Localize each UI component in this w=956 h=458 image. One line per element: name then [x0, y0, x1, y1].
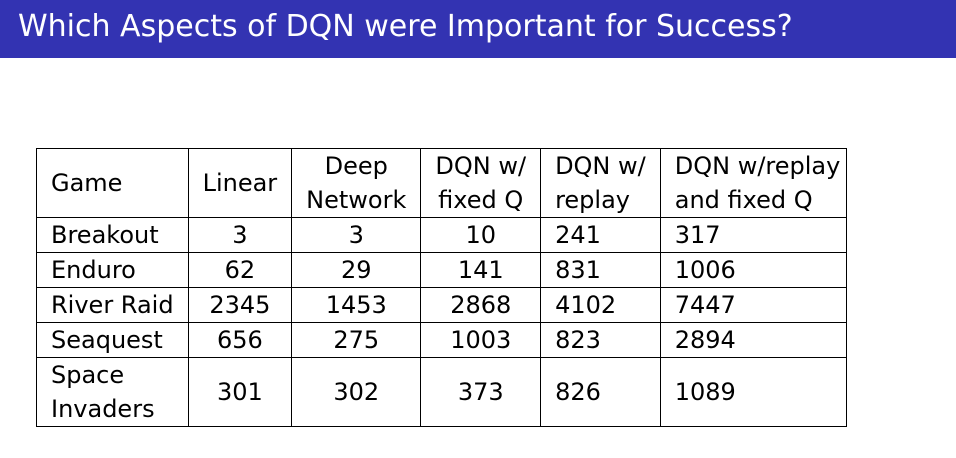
table-row: River Raid 2345 1453 2868 4102 7447	[36, 287, 848, 323]
score-cell: 1006	[659, 252, 848, 288]
cell-text: Network	[306, 186, 407, 214]
table-row: Breakout 3 3 10 241 317	[36, 217, 848, 253]
results-table: Game Linear Deep Network DQN w/fixed Q DQN w/…	[36, 148, 848, 427]
column-header: Linear	[187, 148, 293, 218]
score-cell: 7447	[659, 287, 848, 323]
cell-text: Breakout	[51, 221, 159, 249]
score-cell: 317	[659, 217, 848, 253]
game-name-cell: Seaquest	[36, 322, 189, 358]
score-cell: 141	[420, 252, 542, 288]
score-cell: 656	[187, 322, 293, 358]
cell-text: replay	[555, 186, 630, 214]
cell-text: DQN w/replay	[674, 152, 841, 180]
score-cell: 62	[187, 252, 293, 288]
column-header: Deep Network	[291, 148, 422, 218]
table-row: Space Invaders 301 302 373 826 1089	[36, 357, 848, 427]
table-row: Seaquest 656 275 1003 823 2894	[36, 322, 848, 358]
score-cell: 301	[187, 357, 293, 427]
slide-title-bar: Which Aspects of DQN were Important for …	[0, 0, 956, 58]
score-cell: 2868	[420, 287, 542, 323]
cell-text: Linear	[202, 169, 278, 197]
cell-text: DQN w/	[555, 152, 646, 180]
score-cell: 3	[187, 217, 293, 253]
column-header: Game	[36, 148, 189, 218]
score-cell: 373	[420, 357, 542, 427]
score-cell: 2894	[659, 322, 848, 358]
table-header-row: Game Linear Deep Network DQN w/fixed Q DQN w/…	[36, 148, 848, 218]
score-cell: 10	[420, 217, 542, 253]
cell-text: fixed Q	[438, 186, 524, 214]
score-cell: 302	[291, 357, 422, 427]
score-cell: 823	[540, 322, 661, 358]
score-cell: 1453	[291, 287, 422, 323]
cell-text: and fixed Q	[674, 186, 813, 214]
column-header: DQN w/replay and fixed Q	[659, 148, 848, 218]
cell-text: River Raid	[51, 291, 174, 319]
cell-text: Invaders	[51, 395, 155, 423]
cell-text: Enduro	[51, 256, 136, 284]
column-header: DQN w/replay	[540, 148, 661, 218]
table-row: Enduro 62 29 141 831 1006	[36, 252, 848, 288]
column-header: DQN w/fixed Q	[420, 148, 542, 218]
game-name-cell: River Raid	[36, 287, 189, 323]
score-cell: 29	[291, 252, 422, 288]
cell-text: Deep	[324, 152, 388, 180]
score-cell: 3	[291, 217, 422, 253]
score-cell: 2345	[187, 287, 293, 323]
score-cell: 1003	[420, 322, 542, 358]
score-cell: 826	[540, 357, 661, 427]
score-cell: 4102	[540, 287, 661, 323]
score-cell: 275	[291, 322, 422, 358]
cell-text: Space	[51, 361, 125, 389]
cell-text: Game	[51, 169, 123, 197]
slide-title: Which Aspects of DQN were Important for …	[18, 9, 793, 44]
score-cell: 831	[540, 252, 661, 288]
game-name-cell: Enduro	[36, 252, 189, 288]
cell-text: Seaquest	[51, 326, 163, 354]
score-cell: 241	[540, 217, 661, 253]
score-cell: 1089	[659, 357, 848, 427]
game-name-cell: Space Invaders	[36, 357, 189, 427]
cell-text: DQN w/	[435, 152, 527, 180]
game-name-cell: Breakout	[36, 217, 189, 253]
